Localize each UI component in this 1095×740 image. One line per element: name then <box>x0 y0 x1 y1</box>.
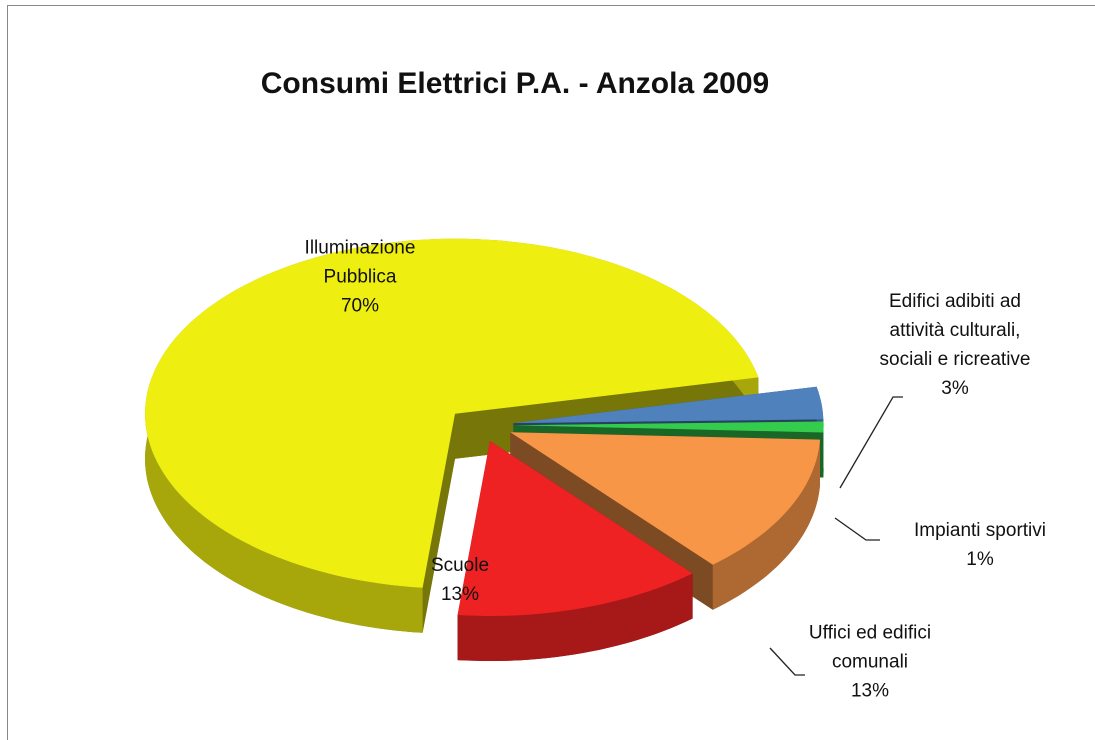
chart-title: Consumi Elettrici P.A. - Anzola 2009 <box>261 67 769 100</box>
category-label: Scuole <box>430 555 490 576</box>
slice-side <box>422 413 455 633</box>
data-label: Illuminazione Pubblica 70% <box>280 234 440 321</box>
value-label: 1% <box>966 549 994 570</box>
slice <box>457 441 693 661</box>
pie-slice <box>145 238 759 588</box>
value-label: 70% <box>340 295 380 317</box>
category-label: Uffici ed edifici comunali <box>808 622 932 673</box>
data-label: Edifici adibiti ad attività culturali, s… <box>870 287 1040 403</box>
data-label: Uffici ed edifici comunali 13% <box>780 619 960 706</box>
value-label: 13% <box>850 680 890 702</box>
data-label: Scuole 13% <box>400 551 520 609</box>
slice-wall <box>457 573 693 661</box>
leader-line <box>769 647 805 676</box>
pie <box>145 238 824 661</box>
slice-wall <box>712 439 820 610</box>
pie-slice <box>457 441 693 616</box>
data-label: Impianti sportivi 1% <box>870 516 1090 574</box>
pie-slice <box>513 386 824 424</box>
pie-slice <box>510 432 820 565</box>
leader-line <box>839 396 903 489</box>
category-label: Edifici adibiti ad attività culturali, s… <box>879 291 1031 370</box>
leader-lines <box>769 396 903 676</box>
category-label: Impianti sportivi <box>914 520 1046 541</box>
category-label: Illuminazione Pubblica <box>304 237 416 288</box>
leader-line <box>834 517 880 541</box>
value-label: 3% <box>941 378 969 399</box>
value-label: 13% <box>440 584 480 605</box>
pie-slice <box>513 421 824 433</box>
